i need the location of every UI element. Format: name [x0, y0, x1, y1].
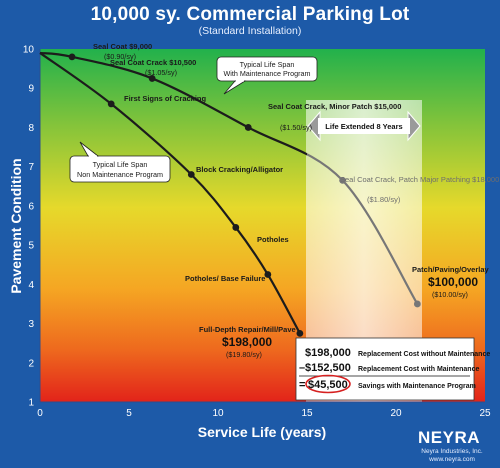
- data-point-non-maintenance: [232, 224, 240, 231]
- y-ticks: 1 2 3 4 5 6 7 8 9 10: [23, 45, 35, 409]
- legend-without-line1: Typical Life Span: [93, 160, 148, 169]
- legend-without-line2: Non Maintenance Program: [77, 170, 163, 179]
- annotation-overlay: Patch/Paving/Overlay: [412, 265, 490, 274]
- annotation-major-patching-cost: ($1.80/sy): [367, 195, 401, 204]
- annotation-overlay-cost: $100,000: [428, 275, 478, 289]
- x-tick-label: 5: [126, 408, 132, 419]
- annotation-full-depth-cost: $198,000: [222, 335, 272, 349]
- annotation-overlay-per-sy: ($10.00/sy): [432, 290, 468, 299]
- y-tick-label: 6: [28, 201, 34, 212]
- data-point-non-maintenance: [296, 329, 304, 337]
- x-tick-label: 25: [479, 408, 491, 419]
- summary-row-1-amount: $198,000: [305, 347, 351, 359]
- savings-summary-box: $198,000 Replacement Cost without Mainte…: [295, 337, 490, 401]
- x-tick-label: 20: [390, 408, 402, 419]
- annotation-base-failure: Potholes/ Base Failure: [185, 274, 265, 283]
- data-points: [68, 53, 421, 337]
- life-extended-callout: Life Extended 8 Years: [307, 110, 421, 142]
- summary-row-3-amount: $45,500: [308, 379, 348, 391]
- y-tick-label: 1: [28, 398, 34, 409]
- annotation-seal-coat: Seal Coat $9,000: [93, 42, 152, 51]
- y-tick-label: 7: [28, 162, 34, 173]
- x-tick-label: 15: [301, 408, 313, 419]
- y-tick-label: 4: [28, 280, 34, 291]
- annotation-minor-patch: Seal Coat Crack, Minor Patch $15,000: [268, 102, 401, 111]
- y-axis-title: Pavement Condition: [8, 158, 24, 293]
- legend-with-line2: With Maintenance Program: [223, 69, 310, 78]
- company-logo: NEYRA: [418, 428, 481, 447]
- legend-with-maintenance: Typical Life Span With Maintenance Progr…: [216, 56, 318, 95]
- chart-title: 10,000 sy. Commercial Parking Lot: [90, 4, 410, 25]
- annotation-first-signs: First Signs of Cracking: [124, 94, 207, 103]
- summary-row-3-label: Savings with Maintenance Program: [358, 383, 476, 390]
- y-tick-label: 3: [28, 319, 34, 330]
- annotation-seal-coat-cost: ($0.90/sy): [104, 52, 136, 61]
- data-point-with-maintenance: [413, 300, 421, 308]
- callout-label-box: [318, 118, 410, 134]
- data-point-non-maintenance: [107, 100, 115, 108]
- annotation-full-depth-per-sy: ($19.80/sy): [226, 350, 262, 359]
- y-tick-label: 5: [28, 241, 34, 252]
- data-point-with-maintenance: [148, 75, 156, 82]
- annotation-seal-coat-crack-cost: ($1.05/sy): [145, 68, 177, 77]
- summary-row-2-amount: $152,500: [305, 362, 351, 374]
- annotation-minor-patch-cost: ($1.50/sy): [280, 123, 312, 132]
- y-tick-label: 9: [28, 84, 34, 95]
- annotation-block-cracking: Block Cracking/Alligator: [196, 165, 283, 174]
- annotation-major-patching: Seal Coat Crack, Patch Major Patching $1…: [340, 175, 499, 184]
- series-line-extended-life: [307, 153, 419, 305]
- summary-row-3-prefix: =: [299, 379, 305, 391]
- y-tick-label: 10: [23, 45, 35, 56]
- x-axis-title: Service Life (years): [198, 424, 326, 440]
- annotation-potholes: Potholes: [257, 235, 289, 244]
- data-point-non-maintenance: [187, 171, 195, 178]
- x-ticks: 0 5 10 15 20 25: [37, 408, 491, 419]
- callout-label: Life Extended 8 Years: [325, 122, 402, 131]
- data-point-with-maintenance: [339, 176, 346, 184]
- data-point-non-maintenance: [264, 271, 272, 278]
- annotation-seal-coat-crack: Seal Coat Crack $10,500: [110, 58, 196, 67]
- data-point-with-maintenance: [244, 124, 252, 131]
- company-name: Neyra Industries, Inc.: [421, 448, 483, 455]
- x-tick-label: 0: [37, 408, 43, 419]
- annotation-full-depth: Full-Depth Repair/Mill/Pave: [199, 325, 296, 334]
- data-point-with-maintenance: [68, 53, 76, 61]
- chart-subtitle: (Standard Installation): [198, 25, 302, 37]
- summary-row-1-label: Replacement Cost without Maintenance: [358, 351, 490, 358]
- company-info: Neyra Industries, Inc. www.neyra.com: [412, 448, 492, 464]
- company-url: www.neyra.com: [429, 456, 475, 463]
- summary-row-2-prefix: –: [299, 362, 305, 374]
- x-tick-label: 10: [212, 408, 224, 419]
- legend-non-maintenance: Typical Life Span Non Maintenance Progra…: [69, 141, 171, 183]
- series-line-non-maintenance: [39, 52, 301, 334]
- y-tick-label: 8: [28, 123, 34, 134]
- y-tick-label: 2: [28, 358, 34, 369]
- savings-highlight-circle: [305, 374, 351, 394]
- legend-with-line1: Typical Life Span: [240, 60, 295, 69]
- summary-row-2-label: Replacement Cost with Maintenance: [358, 366, 479, 373]
